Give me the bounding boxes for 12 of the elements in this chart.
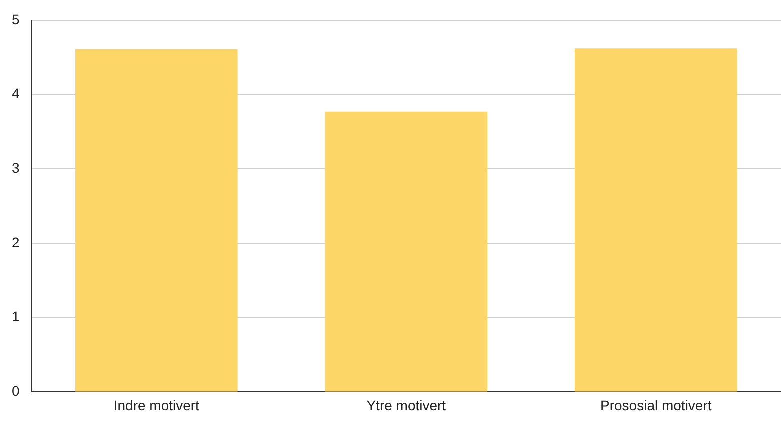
bar [325,112,488,392]
x-tick-label: Prososial motivert [600,397,712,414]
y-tick-label: 3 [12,160,20,176]
bar [75,49,238,392]
y-tick-label: 5 [12,11,20,28]
x-tick-label: Indre motivert [114,397,200,414]
y-tick-label: 4 [12,86,20,102]
x-tick-label: Ytre motivert [366,397,446,414]
y-tick-label: 1 [12,308,20,325]
y-tick-label: 0 [12,383,20,400]
y-tick-label: 2 [12,234,20,250]
bar [574,48,738,392]
